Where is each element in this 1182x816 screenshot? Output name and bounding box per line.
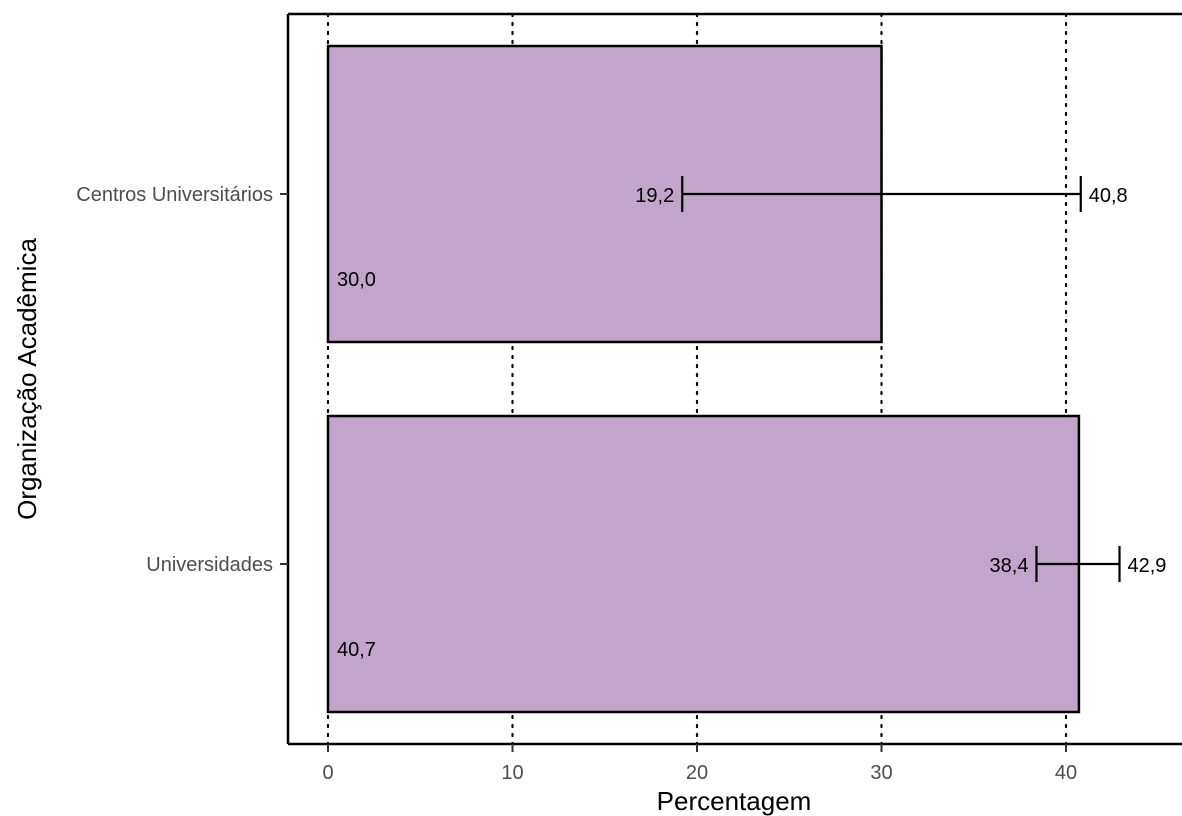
error-low-label: 19,2 (635, 185, 674, 207)
x-tick-label: 20 (686, 762, 708, 784)
y-axis-title: Organização Acadêmica (12, 238, 42, 520)
error-high-label: 42,9 (1128, 555, 1167, 577)
bar (328, 416, 1079, 712)
x-axis-title: Percentagem (657, 786, 812, 816)
bar-value-label: 30,0 (337, 269, 376, 291)
y-category-label: Centros Universitários (76, 184, 273, 206)
x-tick-label: 10 (501, 762, 523, 784)
x-tick-label: 30 (870, 762, 892, 784)
bars (328, 46, 1079, 712)
bar-value-label: 40,7 (337, 639, 376, 661)
error-high-label: 40,8 (1089, 185, 1128, 207)
y-category-label: Universidades (146, 554, 273, 576)
error-low-label: 38,4 (990, 555, 1029, 577)
x-tick-label: 40 (1055, 762, 1077, 784)
x-tick-label: 0 (322, 762, 333, 784)
